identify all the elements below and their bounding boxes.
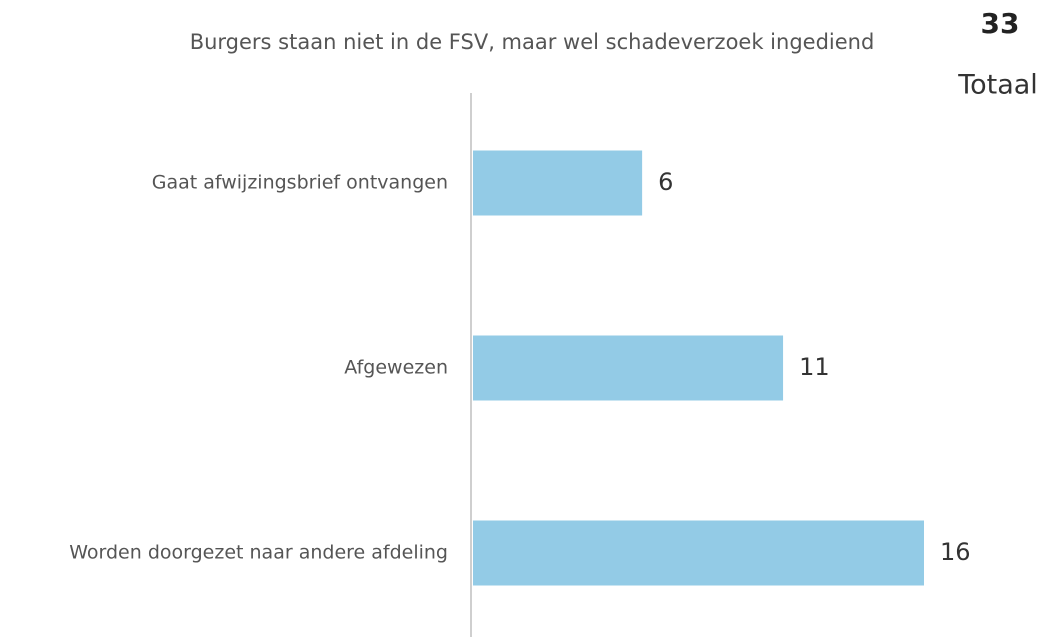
category-label: Worden doorgezet naar andere afdeling [69,542,448,564]
value-label: 11 [799,353,830,381]
total-value: 33 [981,7,1020,40]
value-label: 16 [940,538,971,566]
total-label: Totaal [957,70,1038,101]
category-label: Gaat afwijzingsbrief ontvangen [152,172,448,194]
bar [473,520,924,586]
category-label: Afgewezen [344,357,448,379]
bar [473,335,784,401]
value-label: 6 [658,168,673,196]
chart-title: Burgers staan niet in de FSV, maar wel s… [190,30,875,54]
bar [473,150,643,216]
